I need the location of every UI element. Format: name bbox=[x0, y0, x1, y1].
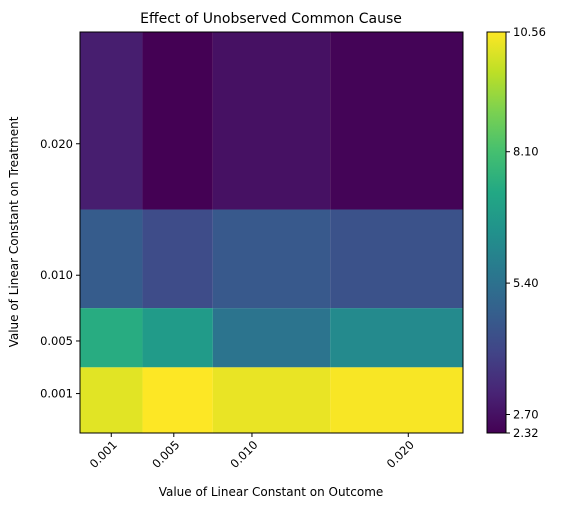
heatmap-cell bbox=[330, 367, 463, 433]
y-tick-label: 0.020 bbox=[40, 137, 73, 151]
colorbar-tick-label: 10.56 bbox=[513, 25, 546, 39]
heatmap-cell bbox=[142, 32, 213, 210]
colorbar-tick-label: 2.32 bbox=[513, 426, 539, 440]
plot-frame bbox=[79, 31, 464, 434]
x-tick-label: 0.010 bbox=[227, 438, 260, 471]
x-axis-ticks: 0.001 0.005 0.010 0.020 bbox=[87, 433, 417, 471]
heatmap-cell bbox=[80, 308, 143, 368]
colorbar-tick-label: 2.70 bbox=[513, 408, 539, 422]
y-axis-ticks: 0.001 0.005 0.010 0.020 bbox=[40, 137, 80, 401]
heatmap-cell bbox=[80, 367, 143, 433]
chart-title: Effect of Unobserved Common Cause bbox=[140, 11, 402, 27]
heatmap-cell bbox=[212, 209, 331, 309]
colorbar-tick-label: 5.40 bbox=[513, 276, 539, 290]
colorbar bbox=[487, 32, 506, 433]
y-tick-label: 0.010 bbox=[40, 268, 73, 282]
x-tick-label: 0.020 bbox=[384, 438, 417, 471]
heatmap-cell bbox=[330, 209, 463, 309]
heatmap-cell bbox=[142, 308, 213, 368]
heatmap-cell bbox=[330, 308, 463, 368]
heatmap-cell bbox=[80, 209, 143, 309]
heatmap-cells bbox=[80, 32, 463, 433]
heatmap-cell bbox=[142, 367, 213, 433]
x-tick-label: 0.005 bbox=[149, 438, 182, 471]
heatmap-cell bbox=[212, 367, 331, 433]
heatmap-cell bbox=[80, 32, 143, 210]
heatmap-cell bbox=[142, 209, 213, 309]
heatmap-cell bbox=[212, 308, 331, 368]
heatmap-cell bbox=[212, 32, 331, 210]
colorbar-ticks: 2.32 2.70 5.40 8.10 10.56 bbox=[506, 25, 546, 440]
x-axis-label: Value of Linear Constant on Outcome bbox=[159, 485, 384, 499]
x-tick-label: 0.001 bbox=[87, 438, 120, 471]
colorbar-frame bbox=[486, 31, 507, 434]
y-tick-label: 0.001 bbox=[40, 387, 73, 401]
heatmap-cell bbox=[330, 32, 463, 210]
y-axis-label: Value of Linear Constant on Treatment bbox=[7, 116, 21, 347]
colorbar-tick-label: 8.10 bbox=[513, 145, 539, 159]
y-tick-label: 0.005 bbox=[40, 334, 73, 348]
